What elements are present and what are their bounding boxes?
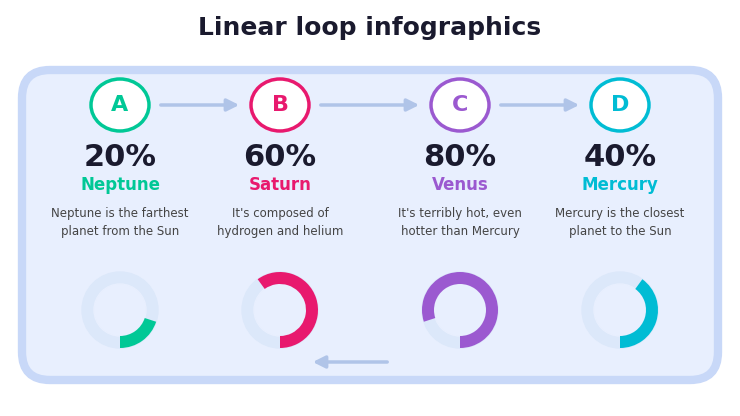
Text: 60%: 60% xyxy=(243,144,317,173)
Circle shape xyxy=(582,272,658,348)
Text: Mercury is the closest
planet to the Sun: Mercury is the closest planet to the Sun xyxy=(555,206,684,238)
Text: C: C xyxy=(452,95,468,115)
Ellipse shape xyxy=(591,79,649,131)
Text: A: A xyxy=(112,95,129,115)
Text: 40%: 40% xyxy=(583,144,656,173)
Text: Mercury: Mercury xyxy=(582,176,659,194)
Text: 80%: 80% xyxy=(423,144,497,173)
Text: Linear loop infographics: Linear loop infographics xyxy=(198,16,542,40)
Text: D: D xyxy=(610,95,629,115)
Text: Venus: Venus xyxy=(431,176,488,194)
Circle shape xyxy=(82,272,158,348)
Text: Neptune: Neptune xyxy=(80,176,160,194)
Ellipse shape xyxy=(431,79,489,131)
Text: Saturn: Saturn xyxy=(249,176,312,194)
Circle shape xyxy=(254,284,306,336)
Text: 20%: 20% xyxy=(84,144,156,173)
Text: B: B xyxy=(272,95,289,115)
Wedge shape xyxy=(258,272,318,348)
Wedge shape xyxy=(620,279,658,348)
Circle shape xyxy=(594,284,646,336)
Text: It's terribly hot, even
hotter than Mercury: It's terribly hot, even hotter than Merc… xyxy=(398,206,522,238)
Circle shape xyxy=(434,284,486,336)
Ellipse shape xyxy=(91,79,149,131)
Circle shape xyxy=(422,272,498,348)
Circle shape xyxy=(242,272,318,348)
Text: It's composed of
hydrogen and helium: It's composed of hydrogen and helium xyxy=(217,206,343,238)
FancyBboxPatch shape xyxy=(22,70,718,380)
Circle shape xyxy=(94,284,146,336)
Wedge shape xyxy=(422,272,498,348)
Ellipse shape xyxy=(251,79,309,131)
Text: Neptune is the farthest
planet from the Sun: Neptune is the farthest planet from the … xyxy=(51,206,189,238)
Wedge shape xyxy=(120,318,156,348)
